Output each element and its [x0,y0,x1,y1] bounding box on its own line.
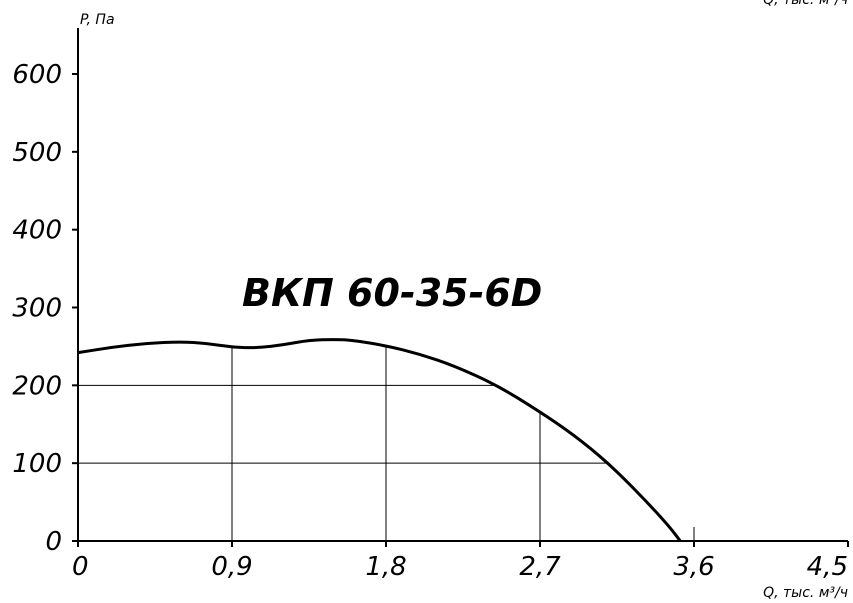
y-axis-label: P, Па [80,12,115,28]
x-tick-label: 3,6 [673,552,714,582]
series [77,338,682,542]
axes [72,28,849,547]
x-tick-label: 4,5 [807,552,848,582]
x-tick-label: 2,7 [519,552,561,582]
chart-title: ВКП 60-35-6D [242,271,542,315]
y-tick-label: 0 [45,527,62,557]
x-tick-label: 1,8 [365,552,406,582]
tick-labels: 0 100 200 300 400 500 600 0 0,9 1,8 2,7 3,6 4,5 [12,60,848,582]
series-line [77,338,682,542]
y-tick-label: 400 [12,216,62,246]
x-axis-label-bottom: Q, тыс. м³/ч [763,585,848,601]
y-tick-label: 100 [12,449,62,479]
y-tick-label: 600 [12,60,62,90]
grid [78,345,695,541]
x-axis-label-top: Q, тыс. м³/ч [763,0,848,8]
y-tick-label: 500 [12,138,62,168]
y-tick-label: 300 [12,294,62,324]
x-tick-label: 0,9 [211,552,252,582]
y-tick-label: 200 [12,371,62,401]
x-tick-label: 0 [72,552,89,582]
